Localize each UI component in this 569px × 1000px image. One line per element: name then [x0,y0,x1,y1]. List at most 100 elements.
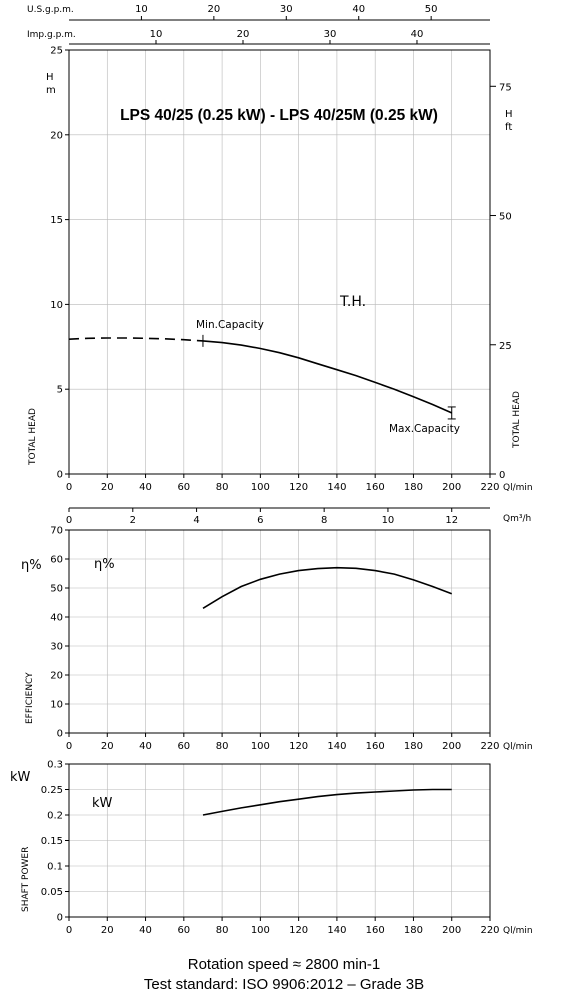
head-x-tick-label: 80 [216,482,229,493]
head-x-tick-label: 100 [251,482,270,493]
eff-x-tick-label: 220 [480,741,499,752]
power-x-tick-label: 140 [327,925,346,936]
eff-x-axis-label: Ql/min [503,742,533,752]
eff-y-tick-label: 70 [50,526,63,537]
us-gpm-tick-label: 30 [280,4,293,15]
power-x-tick-label: 0 [66,925,72,936]
head-x-tick-label: 60 [177,482,190,493]
min-capacity-label: Min.Capacity [196,319,264,331]
power-unit-label: kW [10,770,31,785]
footer-rotation-speed: Rotation speed ≈ 2800 min-1 [188,956,381,973]
eff-x-tick-label: 20 [101,741,114,752]
power-y-tick-label: 0 [57,913,63,924]
eff-frame [68,529,491,734]
eff-curve [202,566,452,609]
power-x-tick-label: 220 [480,925,499,936]
eff-y-tick-label: 60 [50,555,63,566]
eff-x-tick-label: 60 [177,741,190,752]
head-chart-title: LPS 40/25 (0.25 kW) - LPS 40/25M (0.25 k… [120,107,438,124]
eff-x-tick-label: 200 [442,741,461,752]
eff-x-tick-label: 80 [216,741,229,752]
power-x-tick-label: 180 [404,925,423,936]
m3h-tick-label: 0 [66,515,72,526]
m3h-tick-label: 2 [130,515,136,526]
power-x-tick-label: 100 [251,925,270,936]
m3h-tick-label: 10 [382,515,395,526]
imp-gpm-tick-label: 10 [150,29,163,40]
head-frame [68,49,491,475]
imp-gpm-tick-label: 20 [237,29,250,40]
power-x-tick-label: 20 [101,925,114,936]
head-curve-dashed [68,337,204,342]
eff-y-tick-label: 10 [50,700,63,711]
power-curve-label: kW [92,796,113,811]
head-unit-left-m: m [46,85,56,96]
head-unit-right-ft: ft [505,122,512,133]
eff-y-axis-title: EFFICIENCY [25,672,35,724]
head-y-tick-label: 20 [50,130,63,141]
m3h-tick-label: 8 [321,515,327,526]
head-y-tick-label: 0 [57,470,63,481]
power-y-axis-title: SHAFT POWER [21,847,31,912]
eff-x-tick-label: 40 [139,741,152,752]
eff-y-tick-label: 30 [50,642,63,653]
head-x-tick-label: 20 [101,482,114,493]
m3h-tick-label: 12 [445,515,458,526]
head-y-axis-title: TOTAL HEAD [28,408,38,466]
eff-y-tick-label: 0 [57,729,63,740]
us-gpm-tick-label: 40 [352,4,365,15]
eff-x-tick-label: 0 [66,741,72,752]
head-x-axis-label: Ql/min [503,483,533,493]
head-x-tick-label: 0 [66,482,72,493]
head-x-tick-label: 160 [366,482,385,493]
head-ft-tick-label: 0 [499,470,505,481]
eff-y-tick-label: 40 [50,613,63,624]
m3h-tick-label: 4 [193,515,199,526]
power-x-tick-label: 160 [366,925,385,936]
footer-test-standard: Test standard: ISO 9906:2012 – Grade 3B [144,976,424,993]
power-x-tick-label: 80 [216,925,229,936]
eff-y-tick-label: 20 [50,671,63,682]
power-x-tick-label: 200 [442,925,461,936]
head-x-tick-label: 200 [442,482,461,493]
head-x-tick-label: 220 [480,482,499,493]
power-x-tick-label: 40 [139,925,152,936]
eff-y-tick-label: 50 [50,584,63,595]
head-y-tick-label: 10 [50,300,63,311]
imp-gpm-tick-label: 30 [324,29,337,40]
head-unit-left-h: H [46,72,54,83]
eff-x-tick-label: 160 [366,741,385,752]
power-y-tick-label: 0.2 [47,811,63,822]
head-curve [202,340,453,414]
head-x-tick-label: 40 [139,482,152,493]
eff-x-tick-label: 140 [327,741,346,752]
us-gpm-axis-label: U.S.g.p.m. [27,5,74,15]
m3h-axis-label: Qm³/h [503,514,531,524]
head-x-tick-label: 120 [289,482,308,493]
eff-curve-label: η% [94,557,115,572]
head-curve-label: T.H. [339,294,366,310]
head-ft-tick-label: 25 [499,341,512,352]
power-y-tick-label: 0.1 [47,862,63,873]
eff-x-tick-label: 180 [404,741,423,752]
m3h-tick-label: 6 [257,515,263,526]
eff-unit-label: η% [21,558,42,573]
power-y-tick-label: 0.05 [41,887,63,898]
power-y-tick-label: 0.25 [41,785,63,796]
head-x-tick-label: 140 [327,482,346,493]
eff-x-tick-label: 120 [289,741,308,752]
head-unit-right-h: H [505,109,513,120]
power-curve [202,788,452,816]
imp-gpm-tick-label: 40 [411,29,424,40]
head-y-tick-label: 25 [50,46,63,57]
max-capacity-label: Max.Capacity [389,423,460,435]
head-y-tick-label: 5 [57,385,63,396]
head-right-y-axis-title: TOTAL HEAD [512,391,522,449]
us-gpm-tick-label: 50 [425,4,438,15]
head-y-tick-label: 15 [50,215,63,226]
head-ft-tick-label: 50 [499,212,512,223]
us-gpm-tick-label: 20 [207,4,220,15]
eff-x-tick-label: 100 [251,741,270,752]
head-x-tick-label: 180 [404,482,423,493]
